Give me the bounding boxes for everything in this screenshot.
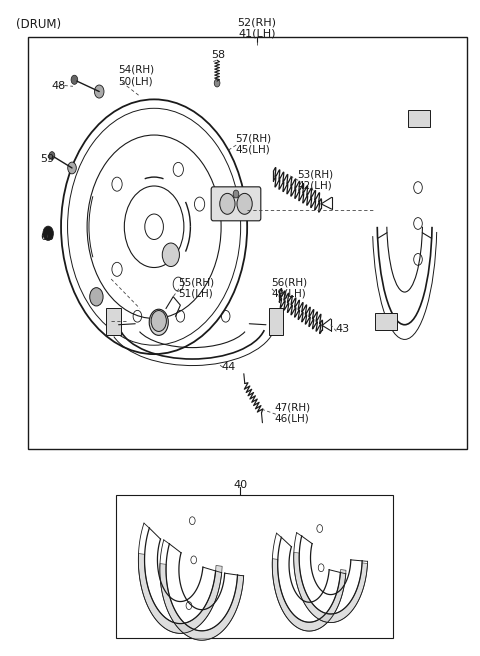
Text: 45(LH): 45(LH) — [235, 145, 270, 155]
Circle shape — [90, 288, 103, 306]
Text: 44: 44 — [222, 362, 236, 372]
Text: 57(RH): 57(RH) — [235, 134, 271, 144]
Circle shape — [220, 194, 235, 215]
Circle shape — [95, 85, 104, 98]
Text: 47(RH): 47(RH) — [275, 403, 311, 413]
Circle shape — [162, 243, 180, 266]
Text: 56(RH): 56(RH) — [271, 277, 307, 287]
Text: 55(RH): 55(RH) — [178, 277, 214, 287]
Text: 40: 40 — [233, 480, 247, 490]
Text: 50(LH): 50(LH) — [118, 76, 153, 86]
Circle shape — [154, 316, 164, 329]
Text: 48: 48 — [51, 81, 66, 91]
Circle shape — [214, 79, 220, 87]
Text: 54(RH): 54(RH) — [118, 65, 155, 75]
Text: 58: 58 — [211, 50, 226, 60]
Text: 43: 43 — [336, 324, 349, 335]
Text: 51(LH): 51(LH) — [178, 289, 213, 298]
Polygon shape — [294, 552, 368, 623]
Text: 52(RH): 52(RH) — [237, 18, 276, 28]
Circle shape — [149, 309, 168, 335]
Text: (DRUM): (DRUM) — [16, 18, 61, 31]
Circle shape — [151, 310, 167, 331]
FancyBboxPatch shape — [269, 308, 283, 335]
Text: 60: 60 — [40, 232, 55, 241]
FancyBboxPatch shape — [374, 313, 396, 330]
Circle shape — [71, 75, 78, 85]
FancyBboxPatch shape — [107, 308, 120, 335]
FancyBboxPatch shape — [408, 110, 430, 127]
Text: 41(LH): 41(LH) — [238, 29, 276, 39]
Text: 49(LH): 49(LH) — [271, 289, 306, 298]
Polygon shape — [160, 564, 244, 640]
Circle shape — [49, 152, 55, 159]
Text: 53(RH): 53(RH) — [297, 169, 334, 180]
Text: 42(LH): 42(LH) — [297, 180, 332, 191]
Circle shape — [43, 226, 53, 241]
Circle shape — [68, 162, 76, 174]
Circle shape — [237, 194, 252, 215]
Polygon shape — [272, 559, 346, 631]
FancyBboxPatch shape — [211, 187, 261, 221]
Text: 59: 59 — [40, 154, 55, 165]
Circle shape — [233, 190, 239, 198]
Bar — [28, 37, 467, 449]
Bar — [116, 495, 393, 638]
Polygon shape — [138, 554, 222, 634]
Text: 46(LH): 46(LH) — [275, 414, 309, 424]
